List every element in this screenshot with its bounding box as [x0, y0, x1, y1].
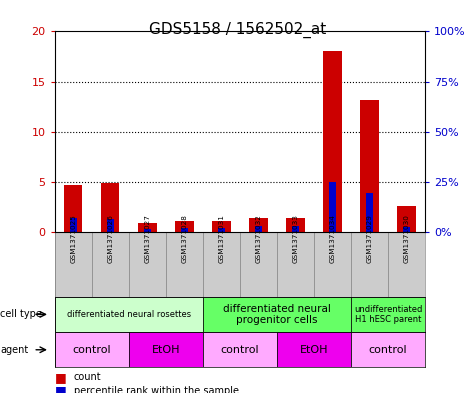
- Text: EtOH: EtOH: [152, 345, 180, 355]
- Bar: [101, 183, 120, 232]
- Bar: [175, 221, 194, 232]
- Bar: [144, 229, 151, 232]
- Text: GSM1371026: GSM1371026: [107, 214, 113, 263]
- Text: GSM1371027: GSM1371027: [144, 214, 150, 263]
- Text: control: control: [72, 345, 111, 355]
- Bar: [292, 226, 299, 232]
- Bar: [403, 227, 410, 232]
- Bar: [218, 228, 225, 232]
- Text: cell type: cell type: [0, 309, 42, 320]
- Bar: [129, 232, 166, 297]
- Text: GSM1371028: GSM1371028: [181, 214, 187, 263]
- Text: agent: agent: [0, 345, 28, 355]
- Bar: [397, 206, 416, 232]
- Bar: [203, 297, 351, 332]
- Text: GSM1371032: GSM1371032: [256, 214, 261, 263]
- Bar: [361, 99, 379, 232]
- Bar: [55, 297, 203, 332]
- Text: ■: ■: [55, 384, 66, 393]
- Bar: [203, 232, 240, 297]
- Text: percentile rank within the sample: percentile rank within the sample: [74, 386, 238, 393]
- Bar: [181, 228, 188, 232]
- Bar: [277, 232, 314, 297]
- Bar: [351, 332, 425, 367]
- Text: GSM1371033: GSM1371033: [293, 214, 298, 263]
- Text: differentiated neural rosettes: differentiated neural rosettes: [66, 310, 191, 319]
- Text: GSM1371031: GSM1371031: [218, 214, 224, 263]
- Bar: [92, 232, 129, 297]
- Bar: [55, 332, 129, 367]
- Text: GSM1371030: GSM1371030: [404, 214, 409, 263]
- Text: control: control: [220, 345, 259, 355]
- Text: EtOH: EtOH: [300, 345, 328, 355]
- Bar: [240, 232, 277, 297]
- Bar: [129, 332, 203, 367]
- Text: differentiated neural
progenitor cells: differentiated neural progenitor cells: [223, 304, 331, 325]
- Text: control: control: [369, 345, 408, 355]
- Bar: [70, 218, 76, 232]
- Bar: [55, 232, 92, 297]
- Text: GDS5158 / 1562502_at: GDS5158 / 1562502_at: [149, 22, 326, 38]
- Bar: [107, 219, 114, 232]
- Bar: [277, 332, 351, 367]
- Bar: [286, 218, 305, 232]
- Bar: [314, 232, 351, 297]
- Bar: [212, 221, 231, 232]
- Bar: [138, 223, 157, 232]
- Bar: [329, 182, 336, 232]
- Bar: [351, 297, 425, 332]
- Bar: [351, 232, 388, 297]
- Bar: [203, 332, 277, 367]
- Text: GSM1371034: GSM1371034: [330, 214, 335, 263]
- Text: GSM1371025: GSM1371025: [70, 214, 76, 263]
- Bar: [388, 232, 425, 297]
- Bar: [366, 193, 373, 232]
- Bar: [255, 226, 262, 232]
- Bar: [166, 232, 203, 297]
- Bar: [323, 51, 342, 232]
- Bar: [64, 185, 83, 232]
- Text: undifferentiated
H1 hESC parent: undifferentiated H1 hESC parent: [354, 305, 422, 324]
- Text: GSM1371029: GSM1371029: [367, 214, 372, 263]
- Bar: [249, 218, 267, 232]
- Text: count: count: [74, 372, 101, 382]
- Text: ■: ■: [55, 371, 66, 384]
